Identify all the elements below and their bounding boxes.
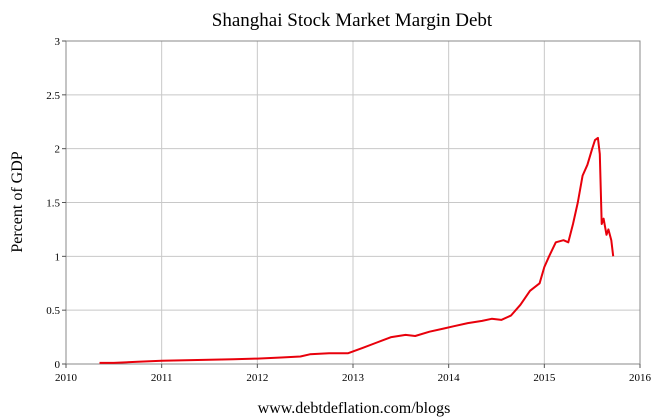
y-tick-label: 1	[55, 251, 61, 263]
x-tick-label: 2014	[438, 372, 461, 384]
y-tick-label: 1.5	[46, 198, 60, 210]
x-tick-label: 2016	[629, 372, 652, 384]
y-axis-label: Percent of GDP	[9, 151, 26, 252]
y-tick-label: 0	[55, 359, 61, 371]
grid	[66, 41, 640, 364]
tick-labels: 2010 2011 2012 2013 2014 2015 2016 0 0.5 1 1.5 2 2.5…	[46, 36, 651, 384]
series-line	[99, 136, 615, 364]
x-tick-label: 2013	[342, 372, 365, 384]
x-tick-label: 2011	[151, 372, 173, 384]
y-tick-label: 2.5	[46, 90, 60, 102]
source-footer: www.debtdeflation.com/blogs	[258, 400, 451, 417]
series-group	[99, 136, 615, 364]
y-tick-label: 0.5	[46, 305, 60, 317]
y-tick-label: 2	[55, 144, 61, 156]
chart-title: Shanghai Stock Market Margin Debt	[212, 10, 493, 31]
x-tick-label: 2012	[246, 372, 268, 384]
x-tick-label: 2010	[55, 372, 78, 384]
x-tick-label: 2015	[533, 372, 556, 384]
y-tick-label: 3	[55, 36, 61, 48]
